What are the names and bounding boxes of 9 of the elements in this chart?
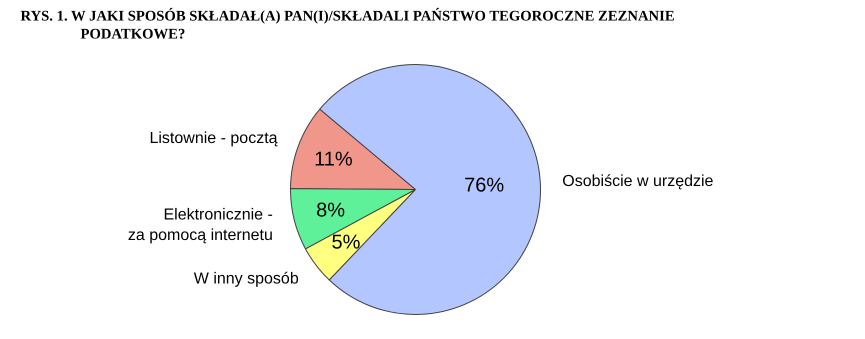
slice-label: Elektronicznie - za pomocą internetu <box>128 206 273 244</box>
data-label: 8% <box>316 200 346 222</box>
slice-label: Osobiście w urzędzie <box>562 172 714 190</box>
slice-label: Listownie - pocztą <box>149 130 278 148</box>
data-label: 5% <box>332 232 361 254</box>
data-label: 11% <box>314 148 353 170</box>
chart-title: RYS. 1. W JAKI SPOSÓB SKŁADAŁ(A) PAN(I)/SKŁADALI PAŃSTWO TEGOROCZNE ZEZNANIE PODATKOWE? <box>20 8 675 42</box>
slice-label: W inny sposób <box>194 270 299 288</box>
data-label: 76% <box>464 174 504 197</box>
